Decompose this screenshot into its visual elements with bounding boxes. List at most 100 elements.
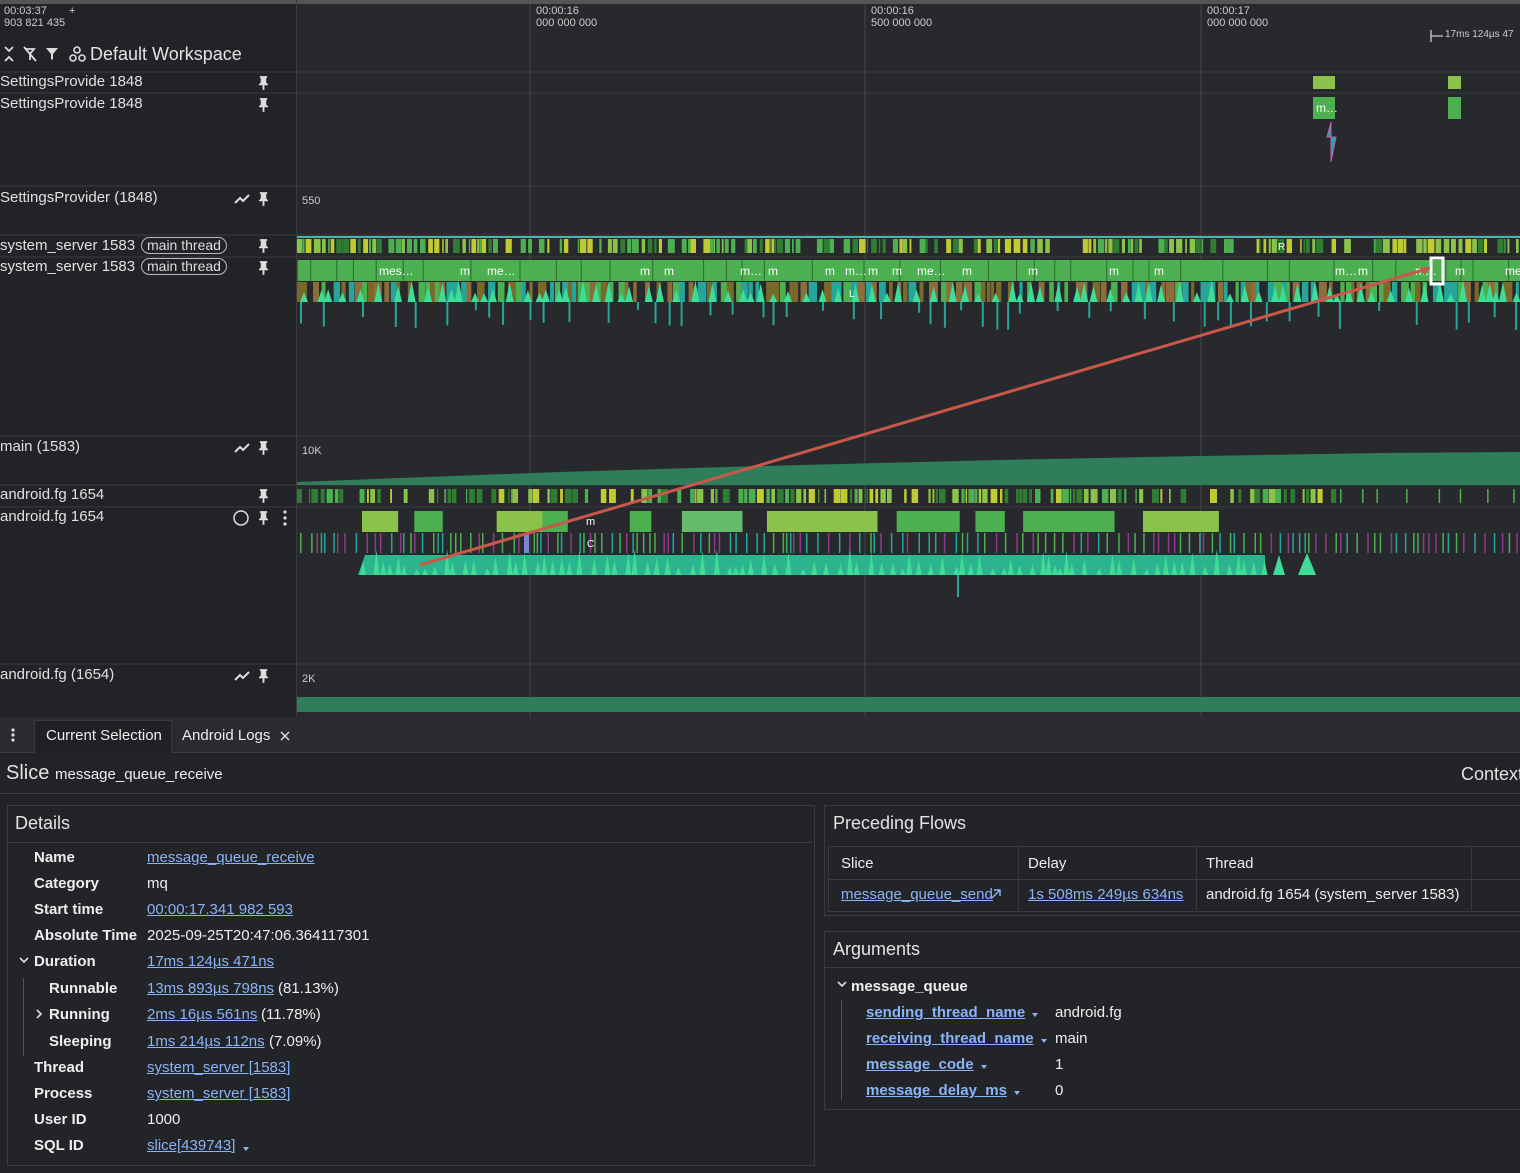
thread-state xyxy=(436,489,439,503)
thread-state xyxy=(1072,489,1076,503)
sub-slice xyxy=(1217,282,1224,302)
sub-slice xyxy=(739,564,746,575)
detail-value[interactable]: 13ms 893µs 798ns xyxy=(147,980,275,997)
dropdown-caret[interactable] xyxy=(980,1064,988,1070)
thread-chip: main thread xyxy=(141,237,227,254)
detail-value[interactable]: 2ms 16µs 561ns xyxy=(147,1006,258,1023)
track-name[interactable]: SettingsProvide 1848 xyxy=(0,73,143,90)
thread-state xyxy=(887,489,892,503)
detail-value[interactable]: 1ms 214µs 112ns xyxy=(147,1033,265,1050)
thread-state xyxy=(1022,239,1028,253)
thread-state xyxy=(1097,239,1105,253)
detail-value[interactable]: system_server [1583] xyxy=(147,1059,291,1076)
thread-state xyxy=(1210,239,1217,253)
thread-state xyxy=(468,239,471,253)
counter-scale: 10K xyxy=(302,445,322,457)
sub-slice xyxy=(1015,293,1024,302)
sub-slice xyxy=(1144,282,1153,302)
thread-state xyxy=(919,239,926,253)
dropdown-caret[interactable] xyxy=(1013,1090,1021,1096)
detail-value[interactable]: 17ms 124µs 471ns xyxy=(147,953,275,970)
track-icons[interactable] xyxy=(233,76,287,683)
detail-label: Name xyxy=(34,849,75,866)
add-button[interactable]: + xyxy=(69,5,76,17)
sub-slice xyxy=(1404,533,1407,553)
sub-slice xyxy=(1386,290,1395,302)
thread-state xyxy=(823,239,830,253)
sub-slice xyxy=(1171,561,1178,575)
tab[interactable]: Android Logs xyxy=(182,727,271,744)
sub-slice xyxy=(1498,281,1507,302)
dropdown-caret[interactable] xyxy=(242,1146,250,1152)
thread-state xyxy=(792,239,794,253)
arg-key[interactable]: receiving_thread_name xyxy=(866,1030,1034,1047)
arg-key[interactable]: message_delay_ms xyxy=(866,1082,1007,1099)
sub-slice xyxy=(447,288,456,302)
thread-state xyxy=(677,489,682,503)
thread-state xyxy=(1256,239,1260,253)
tab-menu[interactable] xyxy=(8,727,18,743)
thread-state xyxy=(641,489,648,503)
detail-value[interactable]: 00:00:17.341 982 593 xyxy=(147,901,293,918)
slice-label: m xyxy=(868,264,878,278)
sub-slice xyxy=(1487,282,1497,302)
sub-slice xyxy=(974,282,984,302)
thread-state xyxy=(1035,489,1041,503)
workspace[interactable]: Default Workspace xyxy=(90,44,242,64)
thread-state xyxy=(1062,489,1069,503)
thread-state xyxy=(1373,239,1376,253)
flow-slice-link[interactable]: message_queue_send xyxy=(841,886,993,903)
track-name[interactable]: SettingsProvide 1848 xyxy=(0,95,143,112)
dropdown-caret[interactable] xyxy=(1031,1012,1039,1018)
thread-state xyxy=(681,239,687,253)
thread-state xyxy=(563,239,569,253)
tab[interactable]: Current Selection xyxy=(46,727,162,744)
detail-value[interactable]: slice[439743] xyxy=(147,1137,236,1154)
sub-slice xyxy=(1062,533,1064,553)
track-name[interactable]: main (1583) xyxy=(0,438,81,455)
tab-close[interactable] xyxy=(280,731,290,741)
thread-state xyxy=(367,489,369,503)
toolbar-icons[interactable] xyxy=(4,46,86,62)
row-divider xyxy=(828,879,1520,880)
thread-state xyxy=(738,489,744,503)
sub-slice xyxy=(444,549,451,575)
thread-state xyxy=(579,239,587,253)
sub-slice xyxy=(505,282,514,302)
thread-state xyxy=(1019,489,1023,503)
context-button[interactable]: Context xyxy=(1461,764,1520,784)
flow-delay-link[interactable]: 1s 508ms 249µs 634ns xyxy=(1028,886,1184,903)
track-name[interactable]: android.fg (1654) xyxy=(0,666,115,683)
detail-value[interactable]: system_server [1583] xyxy=(147,1085,291,1102)
track-name[interactable]: system_server 1583 xyxy=(0,258,136,275)
thread-state xyxy=(1050,489,1054,503)
sub-slice xyxy=(541,289,550,302)
track-name[interactable]: SettingsProvider (1848) xyxy=(0,189,158,206)
track-name[interactable]: android.fg 1654 xyxy=(0,508,105,525)
thread-state xyxy=(852,239,858,253)
thread-state xyxy=(302,239,305,253)
sub-slice xyxy=(756,283,765,302)
thread-state xyxy=(607,239,612,253)
thread-state xyxy=(479,239,482,253)
sub-slice xyxy=(1088,302,1091,318)
arg-key[interactable]: sending_thread_name xyxy=(866,1004,1026,1021)
thread-state xyxy=(584,489,589,503)
detail-value[interactable]: message_queue_receive xyxy=(147,849,315,866)
sub-slice xyxy=(413,533,416,553)
sub-slice xyxy=(894,282,903,302)
track-name[interactable]: android.fg 1654 xyxy=(0,486,105,503)
sub-slice xyxy=(989,568,996,575)
thread-state xyxy=(1263,239,1267,253)
track-name[interactable]: system_server 1583 xyxy=(0,237,136,254)
arg-key[interactable]: message_code xyxy=(866,1056,974,1073)
dropdown-caret[interactable] xyxy=(1040,1038,1048,1044)
thread-state xyxy=(993,239,998,253)
sub-slice xyxy=(688,282,694,302)
sub-slice xyxy=(1444,282,1452,302)
sub-slice xyxy=(1287,533,1290,553)
sub-slice xyxy=(604,555,611,575)
thread-state xyxy=(1134,239,1139,253)
slice-gap xyxy=(741,260,743,281)
slice-label: m… xyxy=(740,264,762,278)
